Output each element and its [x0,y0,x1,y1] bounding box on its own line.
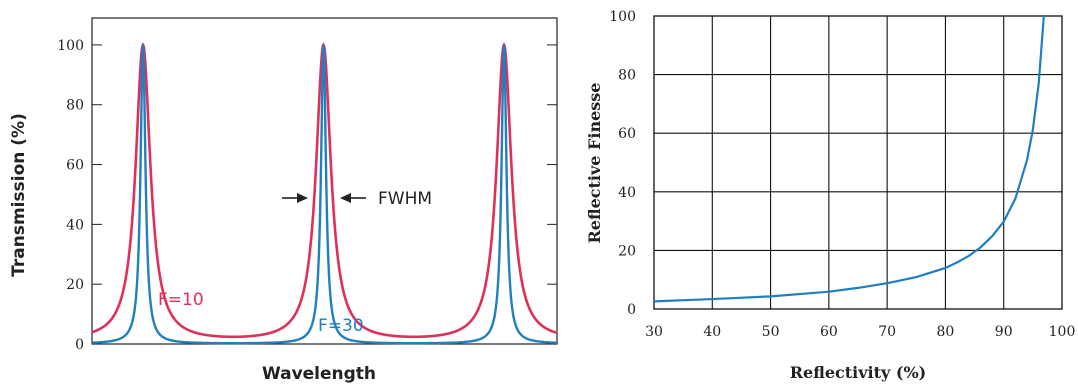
x-tick-label: 80 [937,324,955,340]
y-tick-label: 100 [57,38,84,54]
finesse-x-ticks: 30 40 50 60 70 80 90 100 [645,324,1075,340]
fwhm-annotation: FWHM [282,189,432,209]
x-tick-label: 100 [1049,324,1076,340]
transmission-y-ticks: 0 20 40 60 80 100 [57,38,557,353]
finesse-chart: 30 40 50 60 70 80 90 100 0 20 40 60 80 100 Reflectiv… [585,9,1075,382]
y-tick-label: 80 [618,68,636,84]
y-tick-label: 0 [75,337,84,353]
finesse-curve [654,16,1045,303]
finesse-plot-frame [653,15,1063,310]
transmission-y-axis-title: Transmission (%) [9,113,29,277]
finesse-grid [654,16,1062,309]
finesse-y-axis-title: Reflective Finesse [585,83,604,244]
x-tick-label: 70 [878,324,896,340]
y-tick-label: 100 [609,9,636,25]
finesse-x-axis-title: Reflectivity (%) [790,363,926,382]
transmission-chart: 0 20 40 60 80 100 FWHM F=10 F=30 Transmission… [9,17,558,384]
finesse-curve-group [654,16,1045,303]
x-tick-label: 40 [703,324,721,340]
x-tick-label: 50 [762,324,780,340]
transmission-curves [91,42,558,345]
y-tick-label: 40 [66,217,84,233]
y-tick-label: 20 [66,277,84,293]
fwhm-left-arrowhead [297,193,308,203]
y-tick-label: 40 [618,185,636,201]
transmission-x-axis-title: Wavelength [262,364,376,384]
x-tick-label: 30 [645,324,663,340]
f10-label: F=10 [158,290,204,310]
series-line-f30 [91,44,558,345]
transmission-plot-frame [91,17,558,345]
y-tick-label: 20 [618,243,636,259]
y-tick-label: 60 [66,158,84,174]
finesse-y-ticks: 0 20 40 60 80 100 [609,9,636,318]
f30-label: F=30 [318,316,364,336]
x-tick-label: 90 [995,324,1013,340]
y-tick-label: 60 [618,126,636,142]
y-tick-label: 0 [627,302,636,318]
x-tick-label: 60 [820,324,838,340]
fwhm-right-arrowhead [340,193,351,203]
fwhm-label: FWHM [378,189,432,209]
y-tick-label: 80 [66,98,84,114]
